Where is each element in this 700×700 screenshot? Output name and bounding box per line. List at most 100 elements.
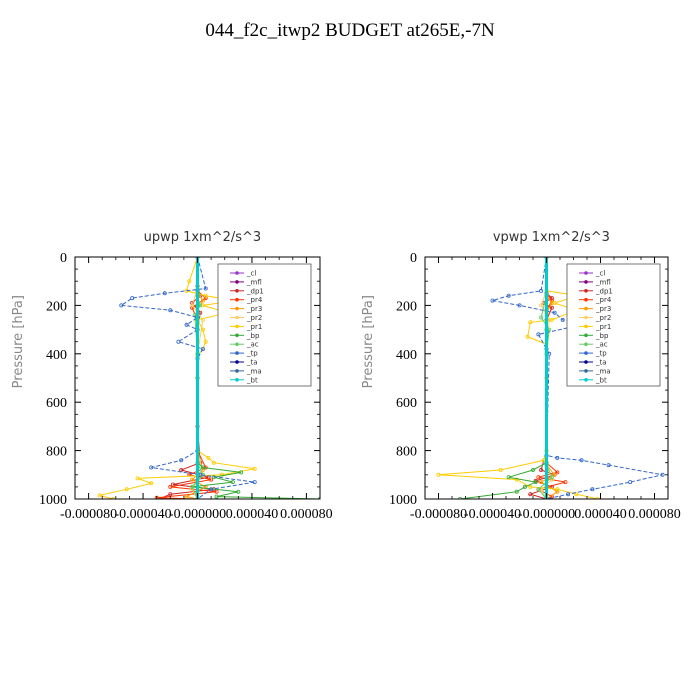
- series-point-bp: [533, 480, 538, 485]
- series-point-ac: [536, 487, 541, 492]
- y-tick-label: 1000: [39, 493, 67, 508]
- series-point-pr3: [539, 480, 544, 485]
- series-point-pr4: [563, 480, 568, 485]
- y-tick-label: 0: [60, 251, 67, 266]
- legend-label: _ta: [595, 359, 607, 367]
- upwp-panel: upwp 1xm^2/s^3 Pressure [hPa] 0 200 400 600 80…: [11, 230, 333, 522]
- legend-marker: [584, 297, 588, 302]
- legend-marker: [584, 369, 588, 373]
- series-point-bp: [514, 489, 519, 494]
- series-point-tp: [536, 332, 541, 337]
- series-point-pr1: [549, 317, 554, 322]
- series-point-pr1: [552, 300, 557, 305]
- series-point-tp: [660, 472, 665, 477]
- legend-marker: [584, 289, 588, 293]
- y-tick-label: 200: [46, 299, 67, 314]
- series-point-pr1: [124, 487, 129, 492]
- legend-label: _pr3: [246, 305, 262, 313]
- legend-marker: [235, 378, 239, 382]
- series-point-bp: [230, 480, 235, 485]
- legend-marker: [235, 369, 239, 373]
- series-point-pr4: [536, 475, 541, 480]
- series-point-tp: [252, 480, 257, 485]
- series-point-tp: [149, 465, 154, 470]
- series-point-tp: [506, 293, 511, 298]
- series-point-pr1: [555, 487, 560, 492]
- legend-label: _bp: [246, 332, 260, 340]
- series-point-pr1: [498, 467, 503, 472]
- series-point-tp: [168, 308, 173, 313]
- y-tick-label: 800: [396, 445, 417, 460]
- series-point-pr4: [168, 484, 173, 489]
- series-point-tp: [566, 492, 571, 497]
- series-point-tp: [179, 458, 184, 463]
- series-point-pr1: [528, 484, 533, 489]
- legend-marker: [584, 342, 588, 347]
- x-tick-label: -0.000000: [169, 507, 226, 522]
- chart-title: vpwp 1xm^2/s^3: [493, 230, 610, 245]
- series-line-pr4: [156, 257, 217, 499]
- x-tick-label: 0.000080: [280, 507, 333, 522]
- x-tick-label: -0.000040: [464, 507, 521, 522]
- series-point-pr1: [135, 476, 140, 481]
- legend-box: [217, 263, 312, 387]
- series-point-bp: [214, 494, 219, 499]
- legend-marker: [235, 271, 239, 275]
- legend-marker: [584, 271, 588, 275]
- series-point-pr1: [203, 293, 208, 298]
- series-point-pr3: [555, 489, 560, 494]
- series-point-pr1: [436, 472, 441, 477]
- series-point-tp: [130, 296, 135, 301]
- series-point-tp: [606, 463, 611, 468]
- legend-marker: [235, 342, 239, 347]
- series-point-tp: [209, 487, 214, 492]
- series-point-bp: [200, 465, 205, 470]
- series-point-tp: [200, 346, 205, 351]
- series-point-pr4: [555, 470, 560, 475]
- series-point-pr1: [203, 339, 208, 344]
- series-line-dp1: [159, 257, 214, 499]
- y-tick-label: 1000: [389, 493, 417, 508]
- series-point-tp: [490, 298, 495, 303]
- legend-marker: [235, 351, 239, 355]
- legend-marker: [235, 297, 239, 302]
- legend-marker: [584, 324, 588, 329]
- legend-marker: [235, 289, 239, 293]
- series-point-pr4: [203, 296, 208, 301]
- series-point-pr1: [200, 327, 205, 332]
- series-point-pr1: [574, 492, 579, 497]
- legend-marker: [235, 360, 239, 364]
- y-tick-label: 200: [396, 299, 417, 314]
- series-point-tp: [162, 291, 167, 296]
- series-point-bp: [531, 467, 536, 472]
- legend-label: _ma: [595, 367, 611, 375]
- legend-marker: [235, 306, 239, 311]
- legend-marker: [235, 333, 239, 338]
- y-tick-label: 800: [46, 445, 67, 460]
- series-point-pr1: [211, 460, 216, 465]
- legend-label: _ma: [246, 367, 262, 375]
- page-title: 044_f2c_itwp2 BUDGET at265E,-7N: [205, 20, 495, 41]
- x-tick-label: 0.000080: [628, 507, 681, 522]
- series-point-bp: [236, 489, 241, 494]
- series-point-dp1: [168, 492, 173, 497]
- y-axis-label: Pressure [hPa]: [11, 295, 26, 388]
- x-tick-label: -0.000080: [60, 507, 117, 522]
- series-point-pr1: [514, 477, 519, 482]
- series-point-tp: [184, 322, 189, 327]
- series-point-pr3: [190, 477, 195, 482]
- legend-label: _mfl: [595, 278, 611, 286]
- series-point-tp: [539, 288, 544, 293]
- series-point-pr3: [200, 298, 205, 303]
- legend-label: _bt: [595, 376, 607, 384]
- series-point-tp: [628, 480, 633, 485]
- series-point-pr1: [149, 481, 154, 486]
- series-point-tp: [590, 487, 595, 492]
- legend-label: _dp1: [595, 287, 613, 295]
- y-tick-label: 400: [46, 348, 67, 363]
- legend-label: _ac: [595, 341, 608, 349]
- legend-marker: [235, 315, 239, 320]
- series-point-dp1: [539, 467, 544, 472]
- legend-label: _pr3: [595, 305, 611, 313]
